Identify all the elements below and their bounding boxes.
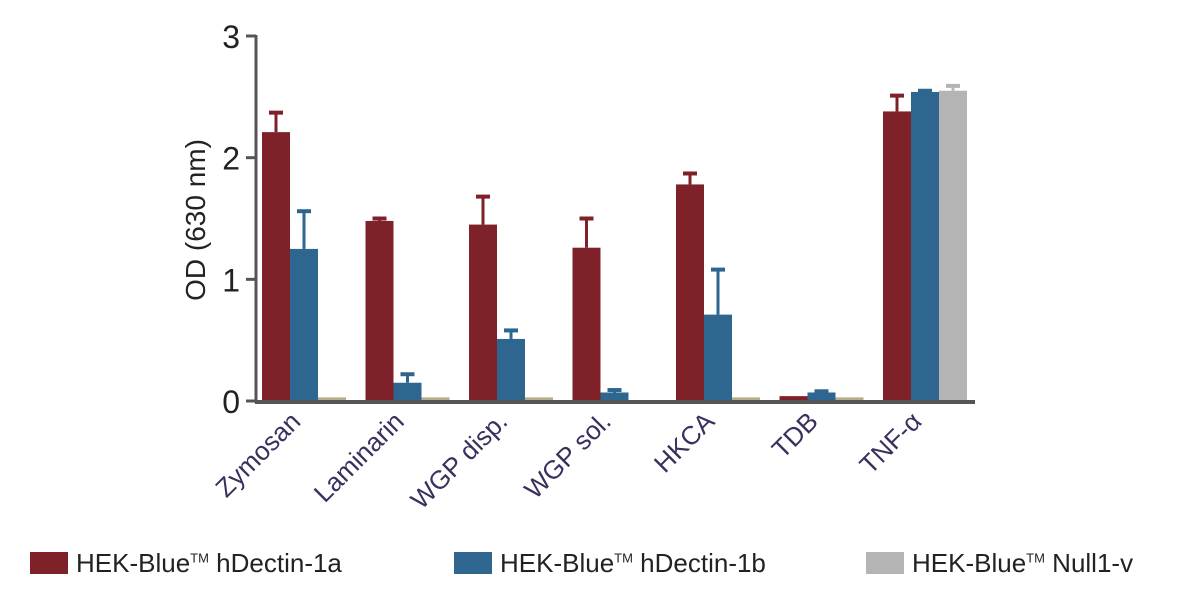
bar <box>600 392 629 401</box>
legend-swatch <box>866 552 904 574</box>
legend-label: HEK-BlueTM hDectin-1b <box>500 547 766 578</box>
legend: HEK-BlueTM hDectin-1a HEK-BlueTM hDectin… <box>0 545 1188 585</box>
x-tick-label: Laminarin <box>308 406 410 508</box>
bar <box>290 248 318 401</box>
legend-item-hdectin-1b: HEK-BlueTM hDectin-1b <box>454 545 766 581</box>
bar <box>779 396 808 401</box>
x-tick-label: Zymosan <box>209 406 306 503</box>
x-tick-label: TDB <box>766 406 824 464</box>
bar <box>262 132 290 401</box>
legend-swatch <box>454 552 492 574</box>
bar <box>421 397 450 401</box>
legend-item-hdectin-1a: HEK-BlueTM hDectin-1a <box>30 545 342 581</box>
bar <box>365 220 394 401</box>
bar <box>732 397 760 401</box>
y-axis-label: OD (630 nm) <box>180 139 211 301</box>
x-tick-label: WGP sol. <box>518 406 617 505</box>
bar <box>911 91 939 401</box>
bars-layer <box>262 83 967 401</box>
x-tick-label: TNF-α <box>854 406 928 480</box>
bar <box>318 397 346 401</box>
x-tick-label: WGP disp. <box>405 406 514 515</box>
bar <box>497 338 525 401</box>
bar <box>807 392 836 401</box>
y-tick-label: 3 <box>222 19 240 55</box>
bar <box>393 382 422 401</box>
y-tick-label: 1 <box>222 262 240 298</box>
legend-swatch <box>30 552 68 574</box>
y-tick-label: 2 <box>222 141 240 177</box>
legend-label: HEK-BlueTM Null1-v <box>912 547 1134 578</box>
y-tick-label: 0 <box>222 384 240 420</box>
bar <box>572 247 601 401</box>
bar <box>525 397 553 401</box>
legend-label: HEK-BlueTM hDectin-1a <box>76 547 342 578</box>
bar <box>835 397 864 401</box>
bar <box>704 314 732 401</box>
bar <box>883 111 911 401</box>
bar <box>939 90 967 401</box>
bar <box>676 184 704 401</box>
legend-item-null1-v: HEK-BlueTM Null1-v <box>866 545 1133 581</box>
x-tick-label: HKCA <box>648 406 721 479</box>
bar <box>469 224 497 401</box>
